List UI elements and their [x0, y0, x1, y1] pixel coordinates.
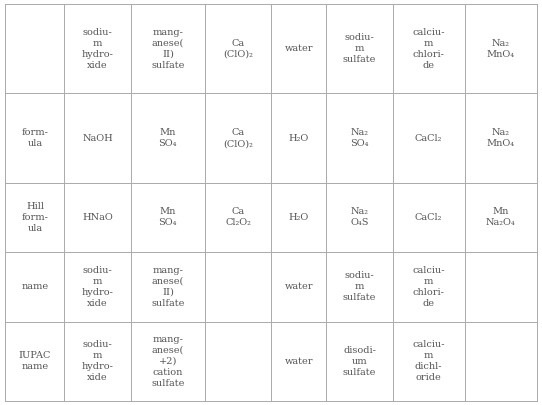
Text: Mn
SO₄: Mn SO₄	[159, 128, 177, 148]
Text: sodiu-
m
hydro-
xide: sodiu- m hydro- xide	[82, 340, 113, 382]
Text: sodiu-
m
hydro-
xide: sodiu- m hydro- xide	[82, 28, 113, 70]
Text: Na₂
MnO₄: Na₂ MnO₄	[487, 128, 515, 148]
Text: CaCl₂: CaCl₂	[415, 213, 442, 222]
Text: sodiu-
m
hydro-
xide: sodiu- m hydro- xide	[82, 266, 113, 308]
Text: sodiu-
m
sulfate: sodiu- m sulfate	[343, 271, 376, 303]
Text: Ca
(ClO)₂: Ca (ClO)₂	[223, 128, 253, 148]
Text: calciu-
m
dichl-
oride: calciu- m dichl- oride	[412, 340, 445, 382]
Text: water: water	[285, 282, 313, 291]
Text: water: water	[285, 44, 313, 53]
Text: form-
ula: form- ula	[22, 128, 48, 148]
Text: water: water	[285, 357, 313, 366]
Text: H₂O: H₂O	[289, 213, 309, 222]
Text: sodiu-
m
sulfate: sodiu- m sulfate	[343, 33, 376, 64]
Text: CaCl₂: CaCl₂	[415, 134, 442, 143]
Text: H₂O: H₂O	[289, 134, 309, 143]
Text: Ca
Cl₂O₂: Ca Cl₂O₂	[225, 207, 251, 228]
Text: IUPAC
name: IUPAC name	[19, 351, 51, 371]
Text: Na₂
MnO₄: Na₂ MnO₄	[487, 38, 515, 59]
Text: mang-
anese(
+2)
cation
sulfate: mang- anese( +2) cation sulfate	[151, 335, 184, 388]
Text: Mn
SO₄: Mn SO₄	[159, 207, 177, 228]
Text: mang-
anese(
II)
sulfate: mang- anese( II) sulfate	[151, 266, 184, 308]
Text: Ca
(ClO)₂: Ca (ClO)₂	[223, 38, 253, 59]
Text: Na₂
O₄S: Na₂ O₄S	[350, 207, 369, 228]
Text: calciu-
m
chlori-
de: calciu- m chlori- de	[412, 28, 445, 70]
Text: Hill
form-
ula: Hill form- ula	[22, 202, 48, 233]
Text: disodi-
um
sulfate: disodi- um sulfate	[343, 345, 376, 377]
Text: mang-
anese(
II)
sulfate: mang- anese( II) sulfate	[151, 28, 184, 70]
Text: Na₂
SO₄: Na₂ SO₄	[350, 128, 369, 148]
Text: name: name	[21, 282, 48, 291]
Text: NaOH: NaOH	[82, 134, 113, 143]
Text: HNaO: HNaO	[82, 213, 113, 222]
Text: Mn
Na₂O₄: Mn Na₂O₄	[486, 207, 515, 228]
Text: calciu-
m
chlori-
de: calciu- m chlori- de	[412, 266, 445, 308]
